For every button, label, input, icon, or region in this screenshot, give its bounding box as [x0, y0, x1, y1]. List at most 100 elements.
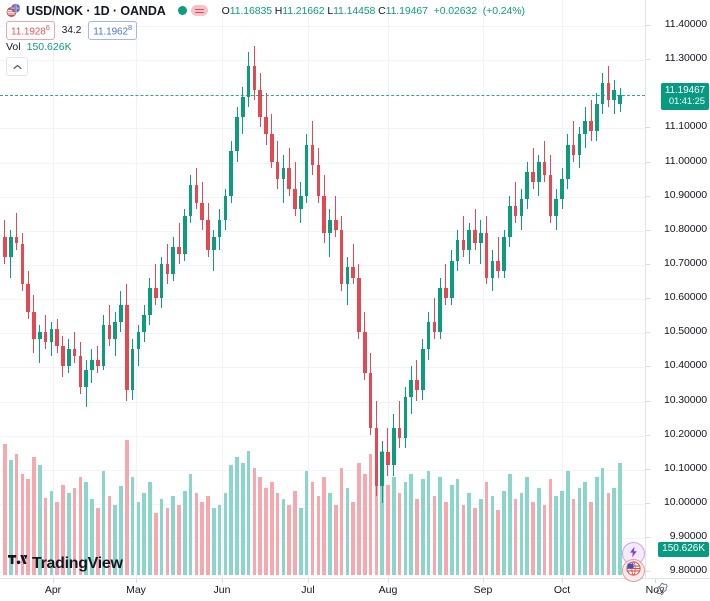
price-axis-tick [646, 366, 650, 367]
volume-bar [119, 486, 123, 575]
chevron-up-icon [12, 64, 22, 70]
time-axis-tick [483, 579, 484, 583]
candlestick [391, 414, 396, 476]
candle-body [426, 322, 431, 350]
current-price-tag[interactable]: 11.19467 01:41:25 [660, 83, 709, 111]
price-axis-tick [646, 230, 650, 231]
volume-label: Vol [6, 41, 21, 53]
legend-quote-row: 11.19286 34.2 11.19628 [6, 21, 525, 40]
candle-body [490, 260, 495, 278]
ask-price-badge[interactable]: 11.19628 [88, 21, 138, 40]
market-status-globe-button[interactable] [622, 559, 645, 582]
candlestick [153, 263, 158, 305]
time-axis-label: Apr [44, 584, 62, 596]
tradingview-wordmark: TradingView [32, 555, 123, 572]
grid-line-horizontal [0, 401, 645, 403]
volume-bar [258, 476, 263, 575]
candlestick [577, 127, 582, 169]
volume-bar [235, 456, 239, 575]
candle-body [345, 267, 350, 285]
candle-body [612, 89, 617, 101]
candle-body [90, 359, 94, 370]
collapse-legend-button[interactable] [6, 57, 28, 76]
candle-body [473, 229, 477, 244]
candle-body [212, 236, 216, 251]
candle-body [287, 168, 292, 189]
candle-wick [178, 223, 180, 264]
time-axis-tick [655, 579, 656, 583]
candle-body [409, 380, 413, 398]
candlestick [548, 154, 553, 224]
volume-bar [409, 473, 413, 575]
volume-bar [217, 504, 222, 575]
volume-bar [299, 507, 303, 575]
symbol-title[interactable]: USD/NOK · 1D · OANDA [26, 3, 166, 18]
volume-bar [165, 507, 170, 575]
candle-body [496, 260, 500, 271]
candle-body [560, 178, 564, 200]
currency-pair-flags-icon [6, 3, 21, 18]
candlestick [560, 168, 564, 210]
volume-bar [49, 490, 54, 575]
chart-style-icon[interactable] [190, 5, 208, 16]
candle-body [177, 246, 181, 254]
volume-bar [339, 468, 344, 575]
volume-bar [513, 499, 518, 575]
candle-body [461, 240, 466, 251]
candle-wick [433, 298, 435, 340]
candlestick [148, 277, 152, 326]
volume-bar [368, 454, 373, 575]
volume-bar [467, 493, 471, 575]
candlestick [531, 147, 535, 189]
candlestick [8, 229, 13, 278]
time-axis-label: Aug [378, 584, 398, 596]
volume-bar [403, 482, 408, 575]
candlestick [229, 141, 234, 203]
volume-value-tag[interactable]: 150.626K [658, 542, 709, 557]
candlestick [95, 345, 100, 374]
candle-body [368, 373, 373, 428]
grid-line-horizontal [0, 366, 645, 368]
candlestick [467, 223, 471, 264]
axis-settings-gear-icon[interactable] [655, 582, 669, 596]
candlestick [595, 93, 599, 142]
candlestick [513, 182, 518, 224]
grid-line-horizontal [0, 162, 645, 164]
candlestick [194, 168, 199, 210]
time-axis[interactable]: Apr May Jun Jul Aug Sep Oct Nov [0, 578, 710, 601]
candle-body [554, 199, 559, 217]
price-axis-label: 10.90000 [664, 188, 707, 201]
candlestick [502, 229, 506, 278]
candle-body [525, 171, 530, 200]
candlestick [20, 233, 25, 292]
bid-price-badge[interactable]: 11.19286 [6, 21, 55, 40]
grid-line-horizontal [0, 435, 645, 437]
candlestick [444, 263, 448, 305]
candle-body [78, 356, 83, 387]
candlestick [600, 72, 605, 114]
volume-value: 150.626K [26, 41, 72, 53]
volume-bar [508, 473, 512, 575]
volume-bar [130, 476, 135, 575]
candle-body [310, 144, 315, 165]
volume-bar [264, 487, 268, 575]
volume-bar [589, 501, 593, 575]
open-label: O [221, 4, 230, 17]
candle-wick [39, 325, 41, 363]
ohlc-values: O11.16835 H11.21662 L11.14458 C11.19467 … [222, 5, 525, 17]
candle-body [531, 171, 535, 183]
candlestick [235, 106, 239, 162]
chart-plot-area[interactable] [0, 0, 645, 578]
legend-volume-row: Vol 150.626K [6, 41, 525, 55]
volume-bar [612, 487, 617, 575]
candlestick [107, 304, 112, 346]
candle-body [415, 380, 419, 391]
grid-line-horizontal [0, 127, 645, 129]
candle-body [502, 236, 506, 271]
price-axis[interactable]: 11.40000 11.30000 11.10000 11.00000 10.90000… [645, 0, 710, 578]
candle-body [124, 304, 129, 391]
price-axis-label: 9.80000 [669, 564, 707, 577]
series-visibility-dot[interactable] [177, 6, 187, 15]
volume-bar [583, 482, 588, 575]
candlestick [606, 66, 611, 107]
